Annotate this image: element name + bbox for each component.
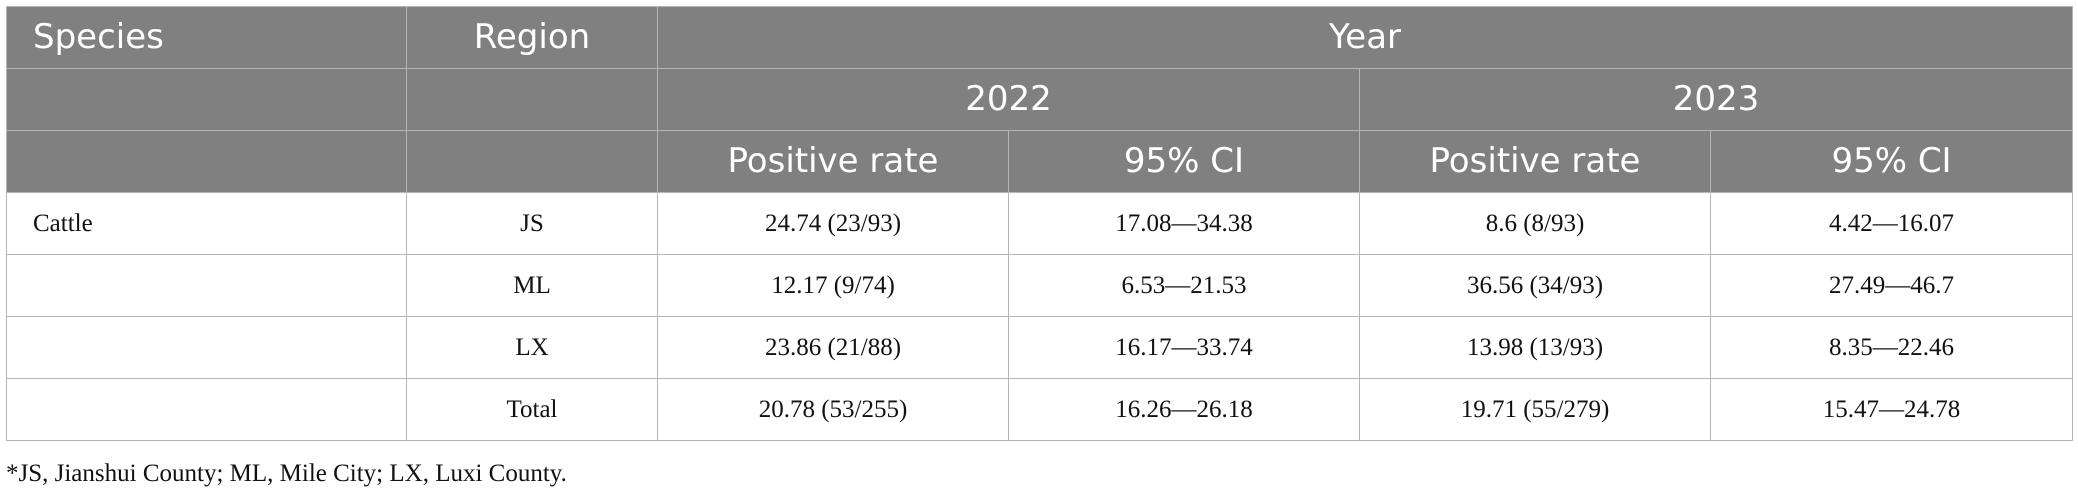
header-empty-cell	[6, 130, 407, 193]
cell-ci-2022: 6.53—21.53	[1008, 254, 1360, 317]
table-row: LX 23.86 (21/88) 16.17—33.74 13.98 (13/9…	[6, 316, 2074, 379]
cell-region: JS	[406, 192, 658, 255]
cell-positive-rate-2022: 24.74 (23/93)	[657, 192, 1009, 255]
cell-ci-2022: 16.17—33.74	[1008, 316, 1360, 379]
header-row-1: Species Region Year	[6, 6, 2074, 69]
header-positive-rate-2023: Positive rate	[1359, 130, 1711, 193]
cell-region: LX	[406, 316, 658, 379]
table-footnote: *JS, Jianshui County; ML, Mile City; LX,…	[6, 460, 567, 487]
data-table-container: Species Region Year 2022 2023 Positive r…	[6, 6, 2074, 441]
cell-positive-rate-2022: 23.86 (21/88)	[657, 316, 1009, 379]
cell-species: Cattle	[6, 192, 407, 255]
data-table: Species Region Year 2022 2023 Positive r…	[6, 6, 2074, 441]
table-row: Total 20.78 (53/255) 16.26—26.18 19.71 (…	[6, 378, 2074, 441]
header-ci-2023: 95% CI	[1709, 130, 2074, 193]
table-row: Cattle JS 24.74 (23/93) 17.08—34.38 8.6 …	[6, 192, 2074, 255]
header-empty-cell	[6, 68, 407, 131]
cell-positive-rate-2023: 19.71 (55/279)	[1359, 378, 1711, 441]
cell-region: Total	[406, 378, 658, 441]
header-year-2022: 2022	[657, 68, 1360, 131]
header-region: Region	[406, 6, 658, 69]
header-year: Year	[656, 6, 2074, 69]
cell-ci-2023: 4.42—16.07	[1709, 192, 2074, 255]
table-row: ML 12.17 (9/74) 6.53—21.53 36.56 (34/93)…	[6, 254, 2074, 317]
header-row-2: 2022 2023	[6, 68, 2074, 131]
cell-positive-rate-2022: 12.17 (9/74)	[657, 254, 1009, 317]
cell-species	[6, 316, 407, 379]
cell-positive-rate-2022: 20.78 (53/255)	[657, 378, 1009, 441]
cell-ci-2023: 15.47—24.78	[1709, 378, 2074, 441]
cell-species	[6, 378, 407, 441]
header-empty-cell	[406, 68, 658, 131]
header-ci-2022: 95% CI	[1008, 130, 1360, 193]
cell-region: ML	[406, 254, 658, 317]
header-positive-rate-2022: Positive rate	[657, 130, 1009, 193]
cell-positive-rate-2023: 36.56 (34/93)	[1359, 254, 1711, 317]
header-empty-cell	[406, 130, 658, 193]
cell-ci-2023: 27.49—46.7	[1709, 254, 2074, 317]
table-body: Cattle JS 24.74 (23/93) 17.08—34.38 8.6 …	[6, 192, 2074, 441]
cell-ci-2023: 8.35—22.46	[1709, 316, 2074, 379]
table-header: Species Region Year 2022 2023 Positive r…	[6, 6, 2074, 193]
cell-species	[6, 254, 407, 317]
header-year-2023: 2023	[1358, 68, 2074, 131]
header-species: Species	[6, 6, 407, 69]
cell-ci-2022: 16.26—26.18	[1008, 378, 1360, 441]
cell-positive-rate-2023: 8.6 (8/93)	[1359, 192, 1711, 255]
header-row-3: Positive rate 95% CI Positive rate 95% C…	[6, 130, 2074, 193]
cell-ci-2022: 17.08—34.38	[1008, 192, 1360, 255]
cell-positive-rate-2023: 13.98 (13/93)	[1359, 316, 1711, 379]
